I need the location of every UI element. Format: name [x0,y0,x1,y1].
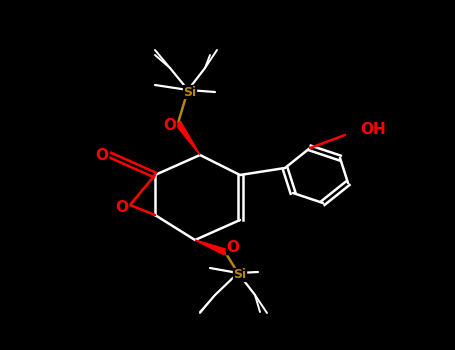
Text: O: O [163,119,177,133]
Polygon shape [195,240,226,255]
Text: O: O [227,239,239,254]
Text: O: O [116,199,128,215]
Text: Si: Si [233,268,247,281]
Text: Si: Si [183,85,197,98]
Polygon shape [176,121,200,155]
Text: OH: OH [360,122,386,138]
Text: O: O [96,147,108,162]
